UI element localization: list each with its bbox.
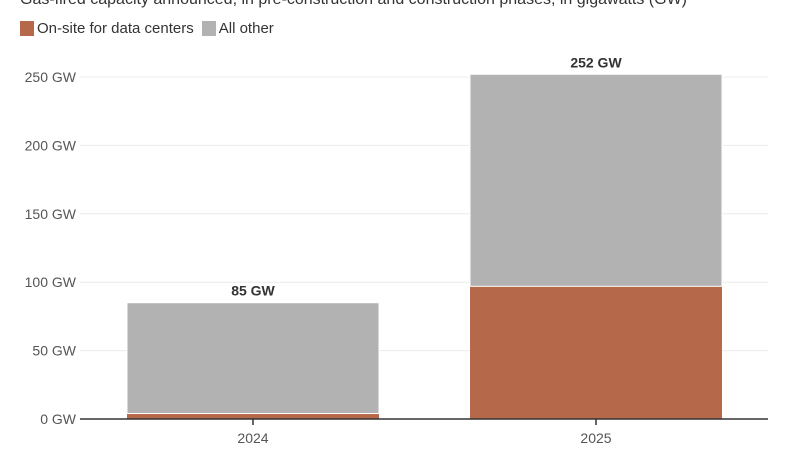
legend-swatch-data-centers — [20, 21, 34, 36]
legend-item-all-other: All other — [201, 20, 274, 37]
y-tick-label: 50 GW — [32, 343, 76, 359]
chart-subtitle: Gas-fired capacity announced, in pre-con… — [20, 0, 687, 9]
y-tick-label: 200 GW — [25, 137, 77, 153]
bar-segment-all-other-2025 — [469, 73, 723, 287]
total-label: 252 GW — [570, 54, 622, 70]
legend-label: On-site for data centers — [37, 20, 194, 37]
x-tick-label: 2024 — [237, 430, 268, 446]
legend-swatch-all-other — [201, 21, 216, 36]
x-tick-label: 2025 — [580, 430, 611, 446]
legend-label: All other — [218, 20, 274, 37]
bar-segment-all-other-2024 — [126, 302, 380, 415]
y-tick-label: 150 GW — [25, 206, 77, 222]
bar-segment-data-centers-2025 — [470, 286, 722, 419]
y-tick-label: 250 GW — [25, 69, 77, 85]
legend: On-site for data centers All other — [20, 20, 278, 37]
y-tick-label: 100 GW — [25, 274, 77, 290]
total-label: 85 GW — [231, 283, 275, 299]
legend-item-data-centers: On-site for data centers — [20, 20, 194, 37]
y-tick-label: 0 GW — [40, 411, 77, 427]
bar-segment-data-centers-2024 — [127, 413, 379, 419]
